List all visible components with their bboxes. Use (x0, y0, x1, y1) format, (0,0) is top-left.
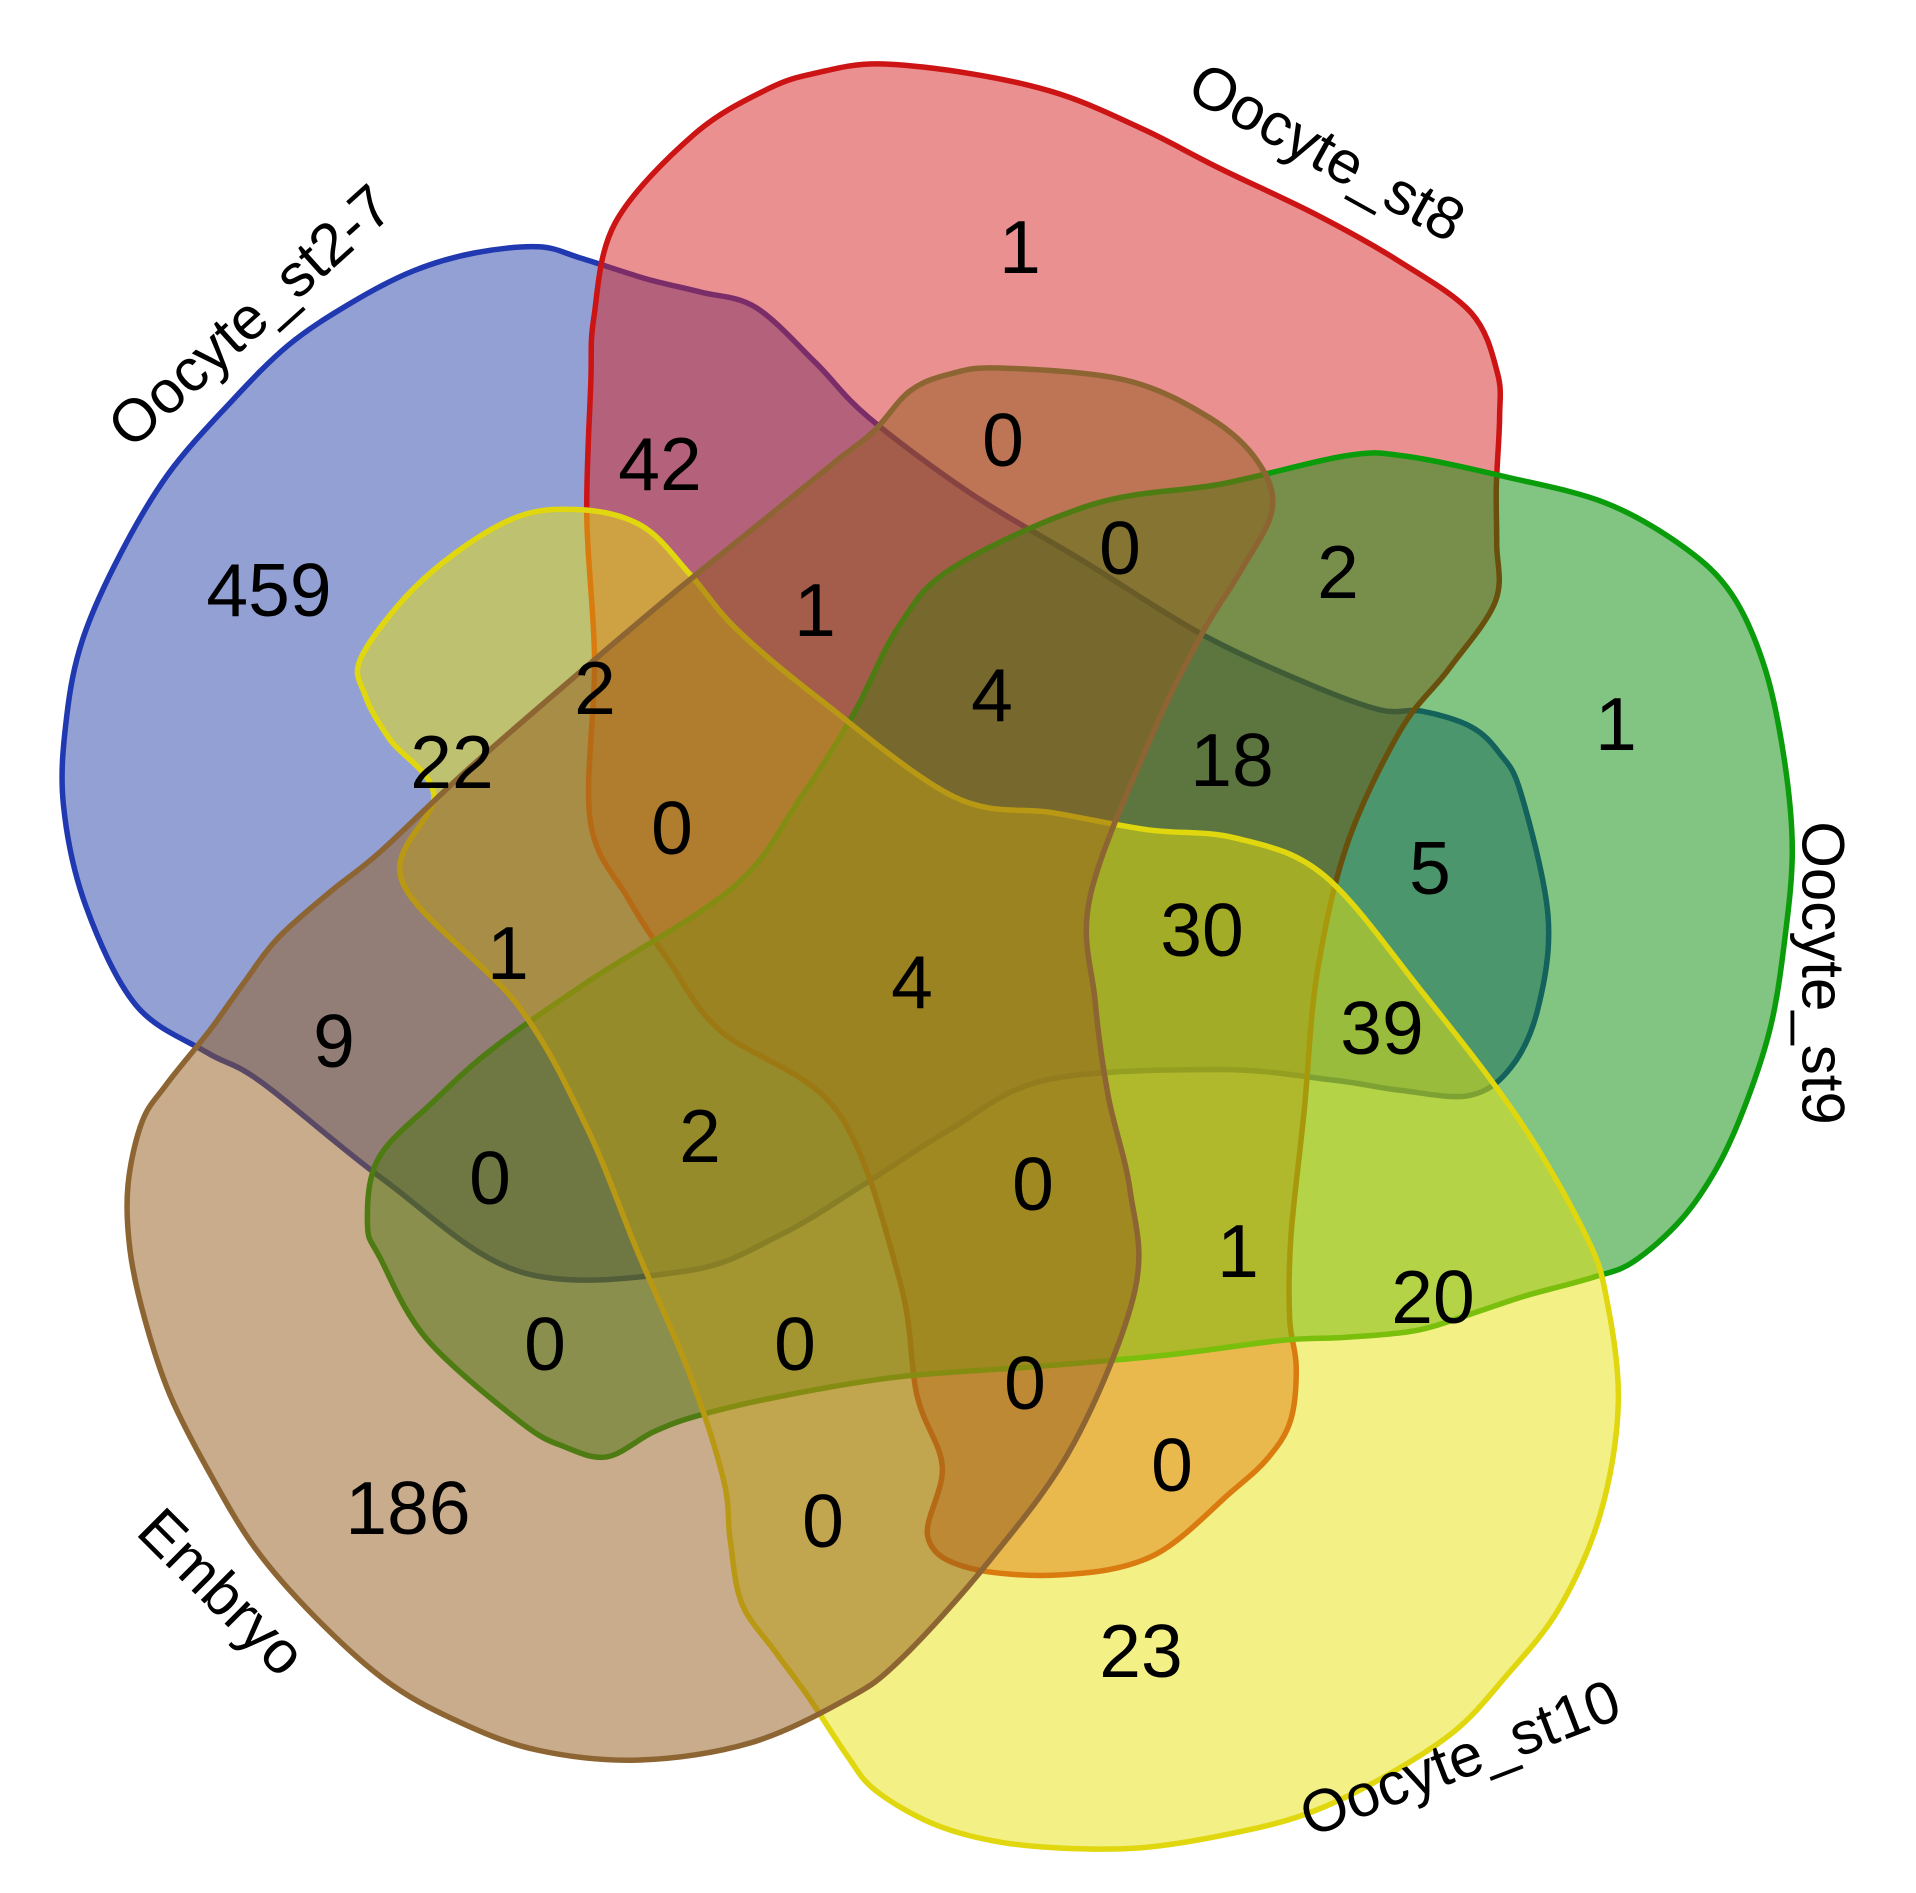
svg-text:0: 0 (802, 1479, 844, 1563)
svg-text:0: 0 (774, 1302, 816, 1386)
svg-text:22: 22 (410, 720, 493, 804)
svg-text:1: 1 (1595, 682, 1637, 766)
svg-text:4: 4 (891, 940, 933, 1024)
svg-text:0: 0 (469, 1136, 511, 1220)
svg-text:39: 39 (1340, 986, 1423, 1070)
svg-text:20: 20 (1391, 1255, 1474, 1339)
svg-text:2: 2 (574, 646, 616, 730)
svg-text:Oocyte_st9: Oocyte_st9 (1790, 821, 1857, 1125)
svg-text:1: 1 (1217, 1209, 1259, 1293)
svg-text:0: 0 (651, 786, 693, 870)
svg-text:0: 0 (1099, 506, 1141, 590)
svg-text:2: 2 (1317, 530, 1359, 614)
svg-text:0: 0 (1004, 1341, 1046, 1425)
svg-text:459: 459 (206, 548, 331, 632)
svg-text:23: 23 (1099, 1609, 1182, 1693)
svg-text:0: 0 (1012, 1142, 1054, 1226)
svg-text:1: 1 (999, 205, 1041, 289)
svg-text:0: 0 (1151, 1423, 1193, 1507)
svg-text:1: 1 (794, 568, 836, 652)
svg-text:1: 1 (487, 911, 529, 995)
svg-text:9: 9 (313, 999, 355, 1083)
svg-text:4: 4 (971, 653, 1013, 737)
svg-text:18: 18 (1190, 718, 1273, 802)
svg-text:2: 2 (679, 1094, 721, 1178)
svg-text:186: 186 (345, 1466, 470, 1550)
svg-text:0: 0 (982, 398, 1024, 482)
svg-text:30: 30 (1160, 888, 1243, 972)
svg-text:42: 42 (618, 422, 701, 506)
svg-text:0: 0 (524, 1302, 566, 1386)
svg-text:5: 5 (1409, 826, 1451, 910)
